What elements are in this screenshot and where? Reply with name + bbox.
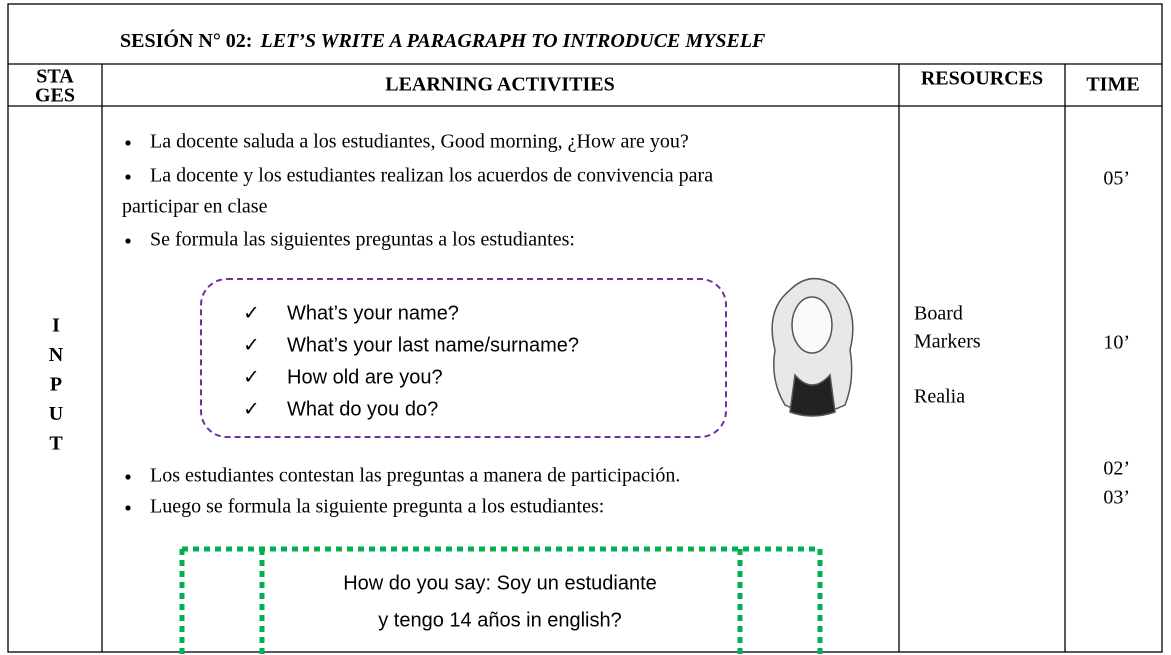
woman-illustration: [771, 277, 854, 417]
activity-text: Los estudiantes contestan las preguntas …: [150, 465, 680, 487]
bullet: [125, 238, 131, 244]
header-time: TIME: [1086, 74, 1139, 96]
resource: Board: [914, 303, 963, 325]
time: 03’: [1103, 487, 1130, 509]
bullet: [125, 140, 131, 146]
header-resources: RESOURCES: [921, 68, 1043, 90]
questions-box: [200, 278, 727, 438]
check-mark: ✓: [243, 334, 260, 356]
question: How old are you?: [287, 366, 443, 388]
session-title: SESIÓN N° 02: LET’S WRITE A PARAGRAPH TO …: [120, 28, 766, 52]
resource: Realia: [914, 386, 965, 408]
header-stages: STA: [36, 66, 74, 88]
check-mark: ✓: [243, 366, 260, 388]
stage-letter: I: [52, 315, 60, 337]
resource: Markers: [914, 331, 981, 353]
stage-letter: P: [50, 374, 62, 396]
header-stages: GES: [35, 85, 75, 107]
header-activities: LEARNING ACTIVITIES: [385, 74, 615, 96]
green-box: [179, 546, 823, 655]
time: 02’: [1103, 458, 1130, 480]
bullet: [125, 174, 131, 180]
question: What’s your name?: [287, 302, 459, 324]
stage-letter: N: [49, 344, 64, 366]
activity-text: Luego se formula la siguiente pregunta a…: [150, 496, 604, 518]
check-mark: ✓: [243, 398, 260, 420]
box-question: y tengo 14 años in english?: [378, 609, 622, 631]
activity-text: Se formula las siguientes preguntas a lo…: [150, 229, 575, 251]
question: What do you do?: [287, 398, 438, 420]
time: 10’: [1103, 332, 1130, 354]
question: What’s your last name/surname?: [287, 334, 579, 356]
stage-letter: T: [49, 433, 63, 455]
table-borders: [7, 3, 1163, 653]
activity-text: La docente saluda a los estudiantes, Goo…: [150, 131, 689, 153]
stage-letter: U: [49, 403, 63, 425]
bullet: [125, 474, 131, 480]
activity-text: La docente y los estudiantes realizan lo…: [150, 165, 713, 187]
box-question: How do you say: Soy un estudiante: [343, 572, 657, 594]
activity-text: participar en clase: [122, 196, 268, 218]
time: 05’: [1103, 168, 1130, 190]
check-mark: ✓: [243, 302, 260, 324]
bullet: [125, 505, 131, 511]
